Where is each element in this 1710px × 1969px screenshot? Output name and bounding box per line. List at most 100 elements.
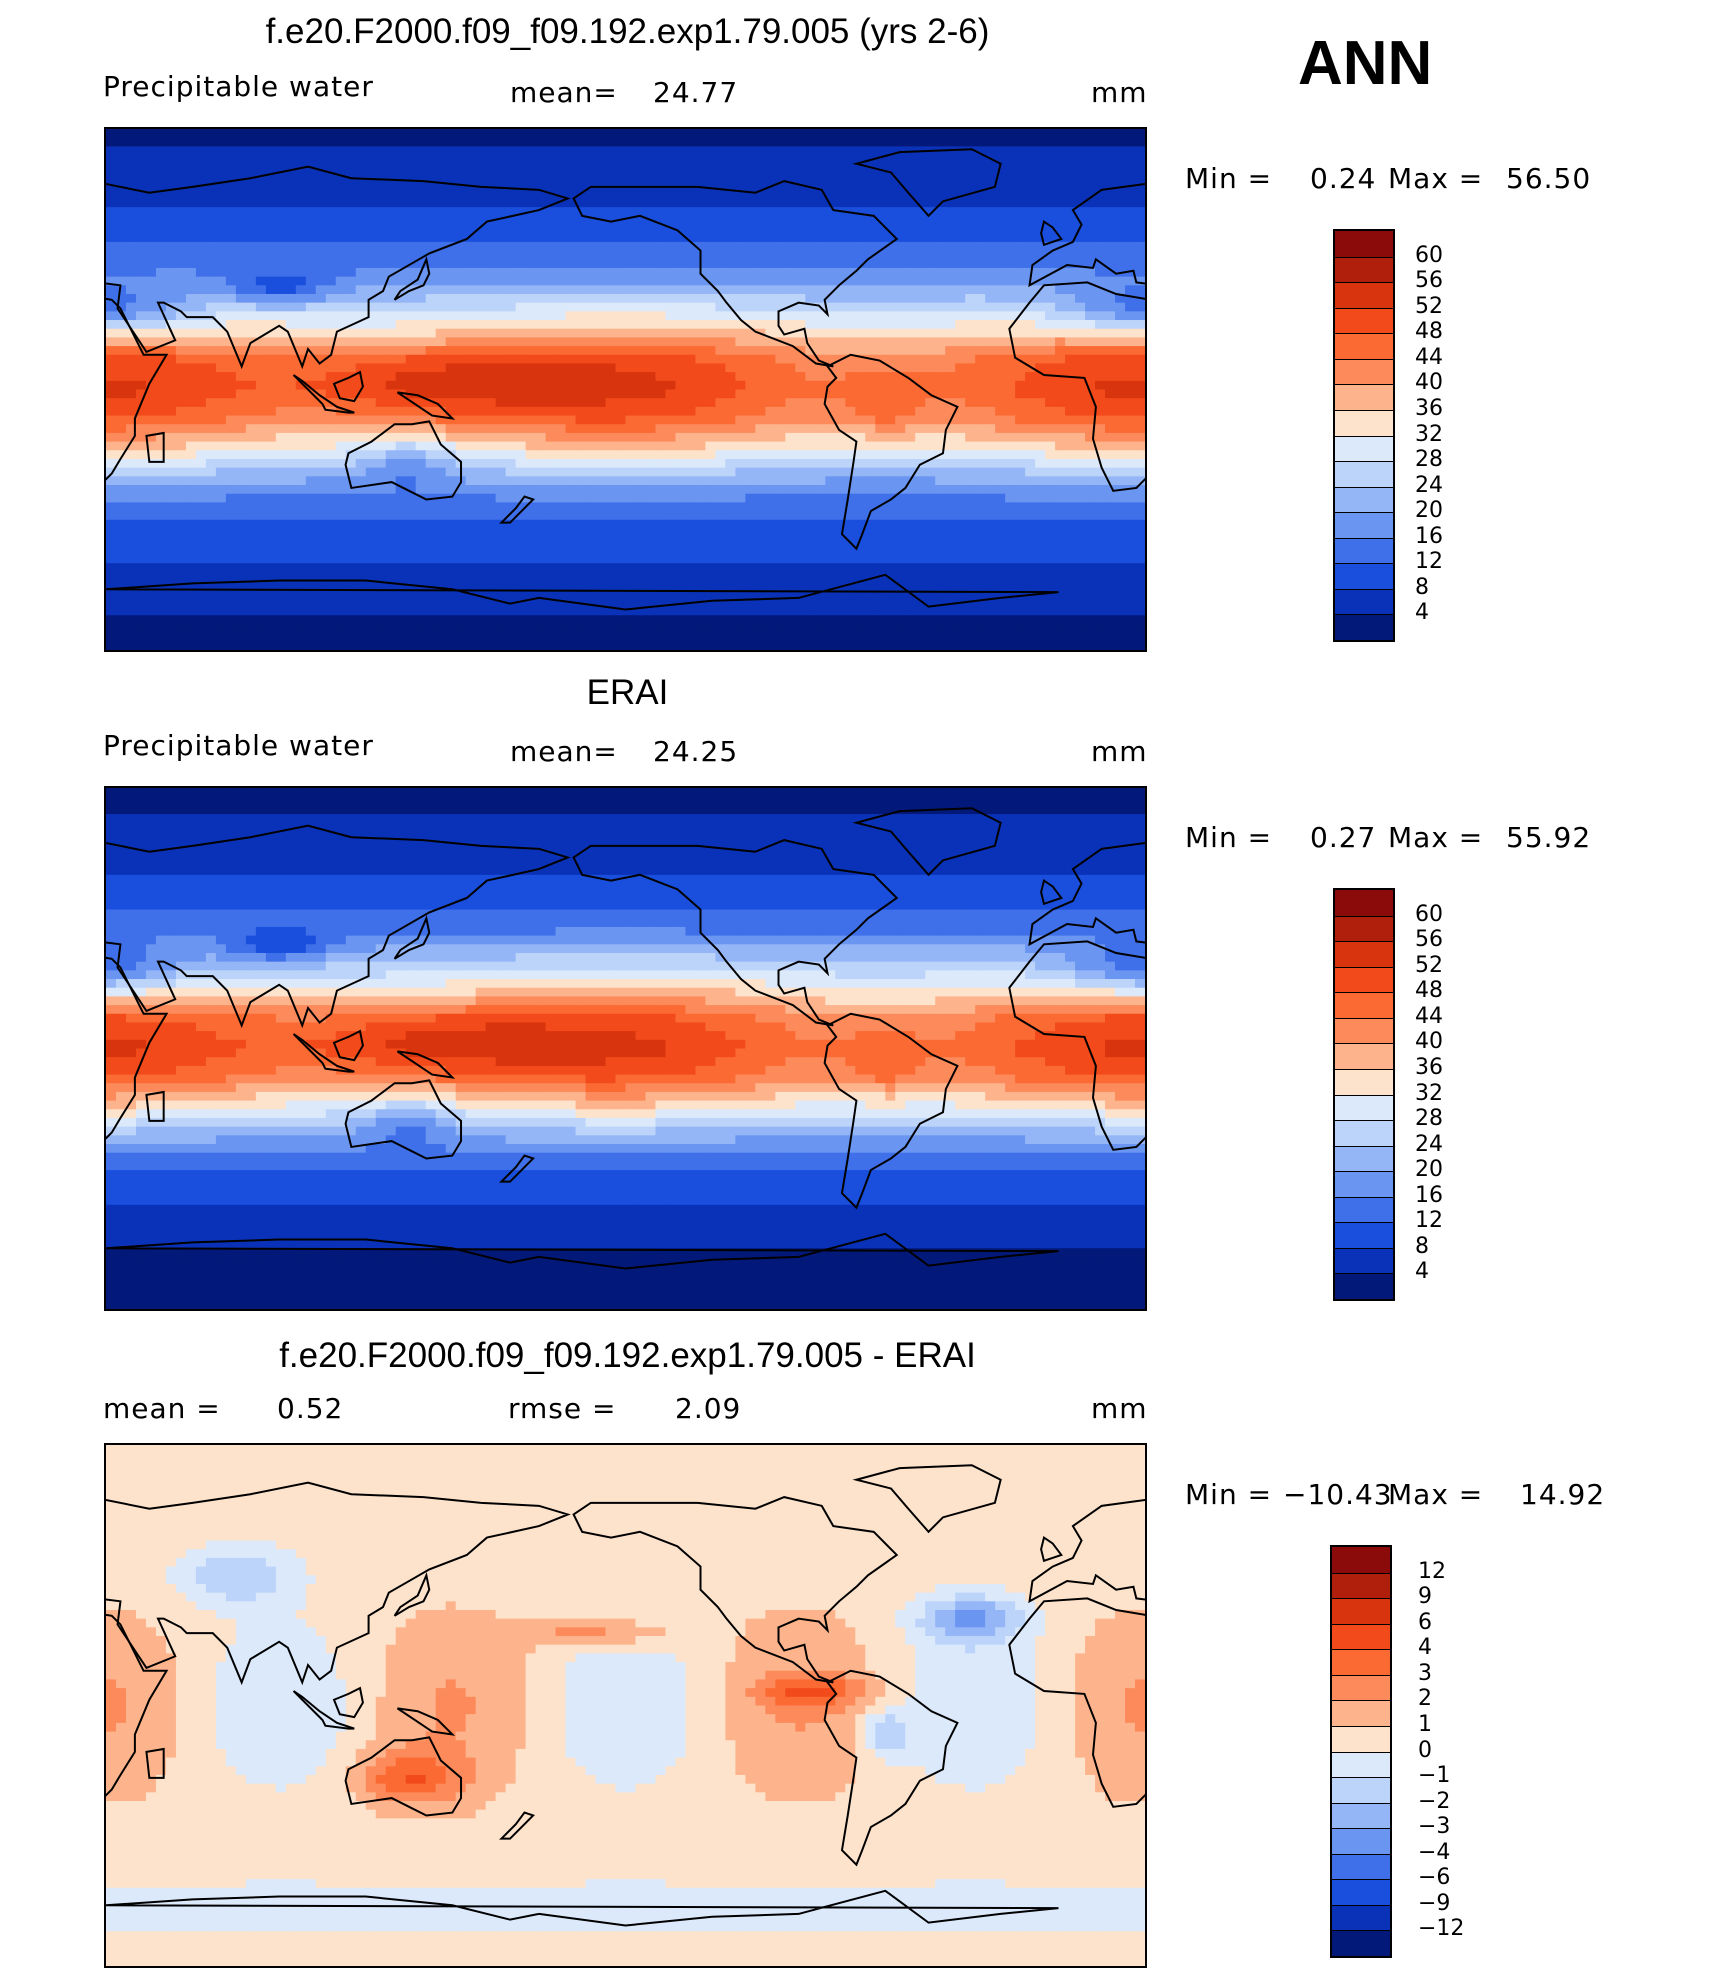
field-cell (625, 415, 637, 425)
field-cell (995, 328, 1006, 338)
field-cell (455, 259, 467, 269)
field-cell (935, 519, 946, 530)
field-cell (735, 346, 746, 356)
field-cell (625, 215, 637, 226)
field-cell (595, 163, 607, 174)
field-cell (345, 485, 357, 495)
field-cell (275, 337, 287, 347)
field-cell (655, 224, 667, 234)
field-cell (1135, 146, 1145, 156)
field-cell (795, 537, 806, 547)
field-cell (106, 293, 117, 304)
field-cell (295, 215, 307, 226)
field-cell (375, 276, 387, 286)
field-cell (515, 198, 527, 208)
field-cell (325, 380, 337, 391)
field-cell (1105, 346, 1116, 356)
field-cell (785, 502, 796, 512)
field-cell (805, 172, 816, 182)
field-cell (106, 450, 117, 460)
field-cell (645, 328, 657, 338)
field-cell (605, 337, 617, 347)
field-cell (115, 163, 127, 174)
field-cell (255, 354, 267, 365)
field-cell (315, 250, 327, 260)
field-cell (865, 372, 876, 382)
field-cell (975, 380, 986, 391)
field-cell (565, 476, 577, 486)
field-cell (765, 441, 776, 451)
field-cell (835, 363, 846, 373)
field-cell (785, 528, 796, 538)
field-cell (1075, 528, 1086, 538)
field-cell (175, 137, 187, 147)
field-cell (555, 320, 567, 330)
field-cell (345, 198, 357, 208)
field-cell (905, 224, 916, 234)
field-cell (1025, 233, 1036, 243)
field-cell (275, 485, 287, 495)
field-cell (265, 259, 277, 269)
field-cell (1125, 432, 1136, 443)
field-cell (685, 293, 697, 304)
field-cell (415, 137, 427, 147)
field-cell (555, 276, 567, 286)
field-cell (925, 207, 936, 217)
field-cell (515, 476, 527, 486)
field-cell (695, 372, 707, 382)
field-cell (905, 467, 916, 477)
field-cell (1085, 181, 1096, 191)
field-cell (875, 519, 886, 530)
field-cell (106, 250, 117, 260)
field-cell (445, 189, 457, 200)
field-cell (995, 528, 1006, 538)
field-cell (1115, 224, 1126, 234)
field-cell (425, 441, 437, 451)
field-cell (795, 467, 806, 477)
field-cell (205, 207, 217, 217)
field-cell (815, 276, 826, 286)
field-cell (255, 372, 267, 382)
field-cell (545, 511, 557, 521)
field-cell (155, 189, 167, 200)
field-cell (1095, 406, 1106, 417)
field-cell (255, 215, 267, 226)
field-cell (185, 337, 197, 347)
field-cell (475, 328, 487, 338)
field-cell (605, 259, 617, 269)
field-cell (825, 172, 836, 182)
field-cell (845, 155, 856, 165)
field-cell (615, 259, 627, 269)
field-cell (715, 146, 727, 156)
field-cell (1035, 250, 1046, 260)
field-cell (885, 328, 896, 338)
field-cell (725, 146, 736, 156)
field-cell (905, 267, 916, 278)
field-cell (875, 406, 886, 417)
field-cell (315, 415, 327, 425)
field-cell (785, 163, 796, 174)
field-cell (285, 267, 297, 278)
field-cell (965, 537, 976, 547)
field-cell (1015, 485, 1026, 495)
field-cell (865, 241, 876, 252)
field-cell (325, 346, 337, 356)
field-cell (1105, 233, 1116, 243)
field-cell (515, 372, 527, 382)
field-cell (565, 424, 577, 434)
field-cell (645, 198, 657, 208)
field-cell (1005, 285, 1016, 295)
field-cell (425, 363, 437, 373)
field-cell (225, 276, 237, 286)
field-cell (615, 406, 627, 417)
field-cell (485, 172, 497, 182)
field-cell (385, 476, 397, 486)
field-cell (555, 458, 567, 469)
field-cell (365, 354, 377, 365)
field-cell (1095, 337, 1106, 347)
field-cell (115, 346, 127, 356)
field-cell (106, 198, 117, 208)
field-cell (1005, 311, 1016, 321)
field-cell (175, 215, 187, 226)
field-cell (895, 502, 906, 512)
